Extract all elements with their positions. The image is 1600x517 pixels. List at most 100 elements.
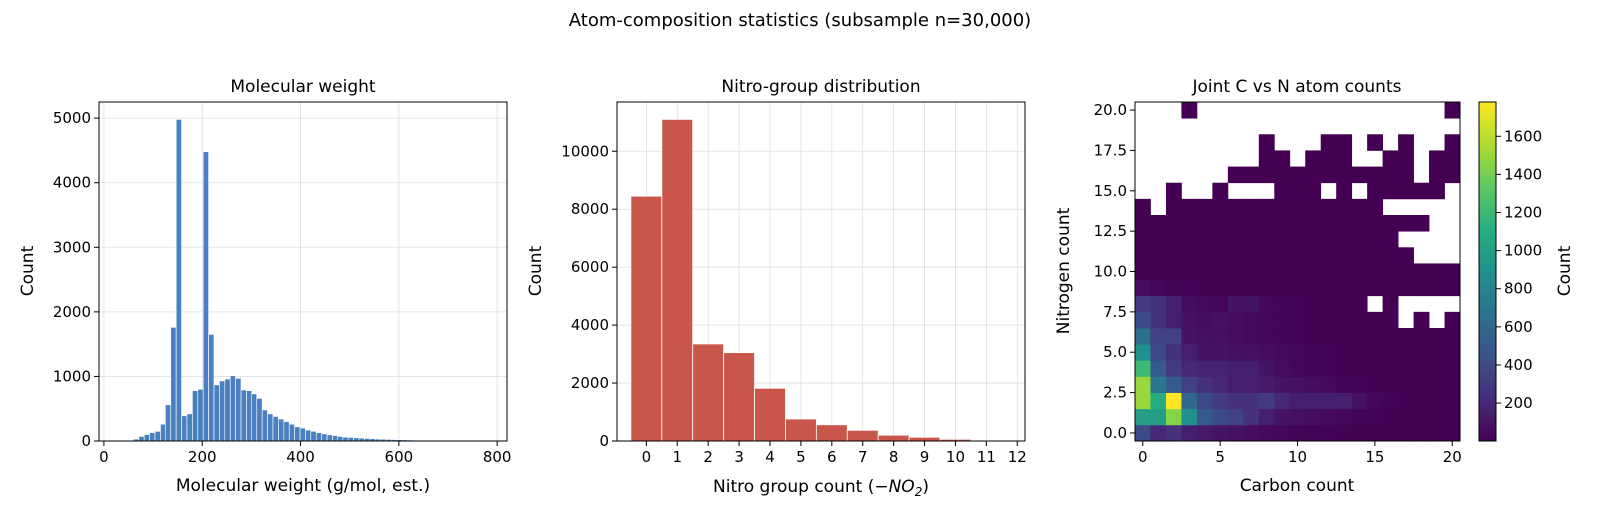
heatmap-cell <box>1196 424 1213 442</box>
nitro-xtick-label: 0 <box>642 448 652 466</box>
heatmap-cell <box>1135 424 1151 442</box>
heatmap-cell <box>1212 392 1229 410</box>
heatmap-cell <box>1227 263 1244 280</box>
heatmap-cell <box>1165 182 1182 200</box>
heatmap-cell <box>1165 376 1182 393</box>
nitro-bar <box>692 343 725 442</box>
heatmap-cell <box>1320 166 1337 184</box>
heatmap-cell <box>1196 376 1213 393</box>
heatmap-cell <box>1165 215 1182 232</box>
nitro-group-xlabel: Nitro group count (−NO2) <box>713 477 929 499</box>
heatmap-cell <box>1243 198 1260 216</box>
heatmap-xtick-label: 10 <box>1288 448 1307 466</box>
heatmap-cell <box>1382 328 1399 345</box>
nitro-group-title: Nitro-group distribution <box>721 77 920 97</box>
heatmap-cell <box>1243 279 1260 297</box>
heatmap-cell <box>1320 247 1337 264</box>
heatmap-cell <box>1413 279 1430 297</box>
heatmap-cell <box>1444 408 1461 426</box>
heatmap-cell <box>1336 166 1353 184</box>
mw-bar <box>251 393 258 442</box>
heatmap-cell <box>1413 360 1430 377</box>
xlabel-part-subscript: 2 <box>915 485 923 499</box>
heatmap-cell <box>1336 424 1353 442</box>
heatmap-cell <box>1351 279 1368 297</box>
heatmap-cell <box>1212 311 1229 329</box>
mw-bar <box>165 404 172 442</box>
heatmap-cell <box>1274 182 1291 200</box>
heatmap-cell <box>1398 392 1414 410</box>
heatmap-cell <box>1382 311 1399 329</box>
mw-bar <box>321 433 328 442</box>
heatmap-cell <box>1196 279 1213 297</box>
mw-bar <box>170 327 177 442</box>
nitro-bar <box>630 195 663 442</box>
colorbar-tick-label: 200 <box>1504 394 1533 412</box>
heatmap-cell <box>1243 215 1260 232</box>
heatmap-cell <box>1181 215 1198 232</box>
heatmap-cell <box>1258 408 1275 426</box>
heatmap-cell <box>1258 392 1275 410</box>
heatmap-cell <box>1150 231 1167 248</box>
heatmap-cell <box>1305 198 1322 216</box>
heatmap-cell <box>1258 247 1275 264</box>
heatmap-cell <box>1135 215 1151 232</box>
nitro-bar <box>846 429 879 442</box>
heatmap-cell <box>1413 263 1430 280</box>
heatmap-cell <box>1258 328 1275 345</box>
heatmap-cell <box>1196 408 1213 426</box>
colorbar-tick-label: 800 <box>1504 280 1533 298</box>
nitro-xtick-label: 5 <box>796 448 806 466</box>
nitro-ytick-label: 10000 <box>561 142 609 160</box>
heatmap-cell <box>1429 360 1445 377</box>
heatmap-cell <box>1274 231 1291 248</box>
heatmap-cell <box>1351 424 1368 442</box>
heatmap-cell <box>1398 279 1414 297</box>
heatmap-cell <box>1243 263 1260 280</box>
heatmap-cell <box>1227 295 1244 313</box>
heatmap-cell <box>1382 295 1399 313</box>
heatmap-cell <box>1398 328 1414 345</box>
mw-xtick-label: 600 <box>385 448 414 466</box>
heatmap-cell <box>1165 360 1182 377</box>
heatmap-cell <box>1398 376 1414 393</box>
heatmap-cell <box>1320 328 1337 345</box>
heatmap-cell <box>1413 215 1430 232</box>
nitro-xtick-label: 11 <box>977 448 996 466</box>
heatmap-cell <box>1336 231 1353 248</box>
heatmap-cell <box>1165 198 1182 216</box>
heatmap-cell <box>1413 328 1430 345</box>
molecular-weight-ylabel: Count <box>18 245 38 296</box>
nitro-ytick-label: 4000 <box>571 316 609 334</box>
mw-bar <box>235 378 242 442</box>
figure-title: Atom-composition statistics (subsample n… <box>569 10 1031 31</box>
mw-bar <box>202 151 209 442</box>
heatmap-cell <box>1212 198 1229 216</box>
heatmap-cell <box>1305 424 1322 442</box>
heatmap-cell <box>1398 408 1414 426</box>
heatmap-cell <box>1320 376 1337 393</box>
mw-ytick-label: 4000 <box>53 174 91 192</box>
heatmap-cell <box>1227 376 1244 393</box>
heatmap-cell <box>1258 150 1275 167</box>
heatmap-cell <box>1382 408 1399 426</box>
colorbar-tick-label: 1200 <box>1504 204 1542 222</box>
xlabel-part-no: NO <box>889 477 915 497</box>
heatmap-cell <box>1258 279 1275 297</box>
heatmap-cell <box>1181 247 1198 264</box>
mw-ytick-label: 1000 <box>53 367 91 385</box>
heatmap-cell <box>1227 392 1244 410</box>
heatmap-plot-frame <box>1134 101 1461 442</box>
heatmap-cell <box>1274 311 1291 329</box>
heatmap-cell <box>1150 360 1167 377</box>
nitro-xtick-label: 10 <box>946 448 965 466</box>
heatmap-cell <box>1196 247 1213 264</box>
heatmap-cell <box>1258 215 1275 232</box>
heatmap-cell <box>1320 311 1337 329</box>
heatmap-cell <box>1444 311 1461 329</box>
heatmap-cell <box>1196 311 1213 329</box>
nitro-xtick-label: 6 <box>827 448 837 466</box>
heatmap-cell <box>1227 328 1244 345</box>
heatmap-cell <box>1429 150 1445 167</box>
mw-bar <box>332 435 339 442</box>
